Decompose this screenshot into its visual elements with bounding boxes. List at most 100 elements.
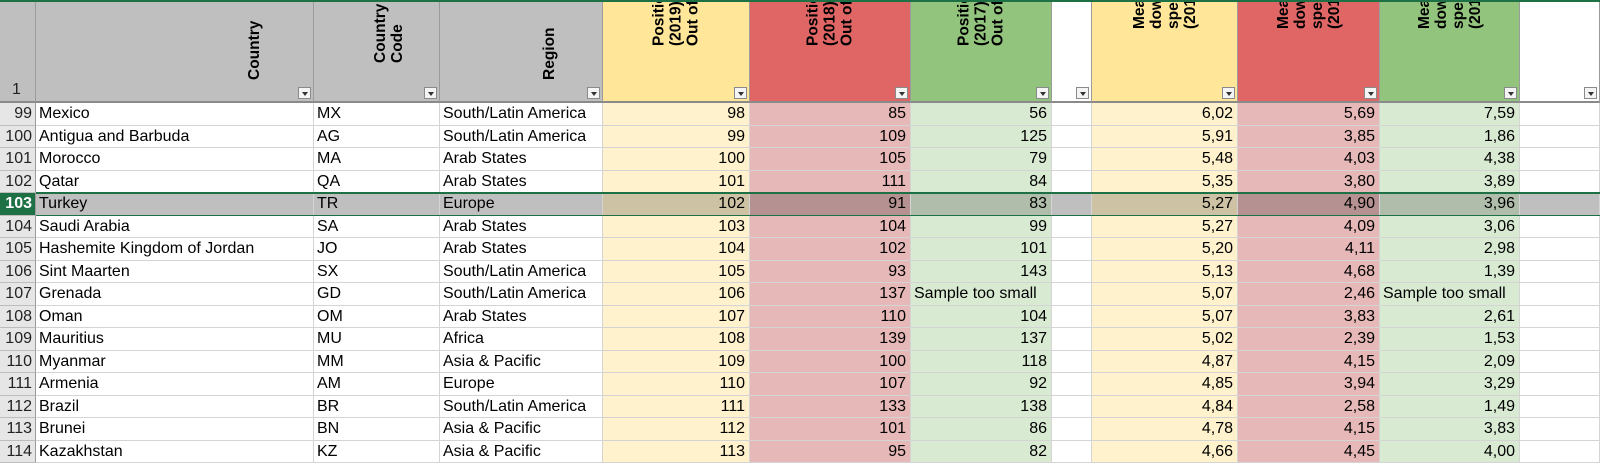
- cell-country[interactable]: Mauritius: [36, 328, 314, 351]
- cell-pos2018[interactable]: 105: [750, 148, 911, 171]
- filter-dropdown-icon[interactable]: [895, 87, 908, 99]
- cell-pos2018[interactable]: 133: [750, 395, 911, 418]
- cell-country[interactable]: Grenada: [36, 283, 314, 306]
- cell-pos2017[interactable]: 125: [911, 125, 1052, 148]
- column-header-pos2018[interactable]: Position (2018) – Out of 200: [750, 0, 911, 103]
- cell-spd2019[interactable]: 5,13: [1092, 260, 1238, 283]
- cell-blank[interactable]: [1052, 440, 1092, 463]
- cell-blank[interactable]: [1052, 395, 1092, 418]
- cell-pos2019[interactable]: 102: [603, 193, 750, 216]
- filter-dropdown-icon[interactable]: [1036, 87, 1049, 99]
- cell-pos2019[interactable]: 108: [603, 328, 750, 351]
- column-header-pos2017[interactable]: Position (2017) – Out of 189: [911, 0, 1052, 103]
- cell-spd2018[interactable]: 3,80: [1238, 170, 1380, 193]
- cell-code[interactable]: BR: [314, 395, 440, 418]
- cell-extra[interactable]: [1520, 395, 1600, 418]
- cell-spd2017[interactable]: 3,29: [1380, 373, 1520, 396]
- cell-country[interactable]: Armenia: [36, 373, 314, 396]
- cell-pos2019[interactable]: 110: [603, 373, 750, 396]
- cell-pos2018[interactable]: 110: [750, 305, 911, 328]
- cell-pos2017[interactable]: 138: [911, 395, 1052, 418]
- cell-spd2018[interactable]: 4,03: [1238, 148, 1380, 171]
- cell-spd2019[interactable]: 5,07: [1092, 305, 1238, 328]
- cell-region[interactable]: South/Latin America: [440, 283, 603, 306]
- cell-pos2017[interactable]: 143: [911, 260, 1052, 283]
- cell-spd2018[interactable]: 4,11: [1238, 238, 1380, 261]
- cell-code[interactable]: QA: [314, 170, 440, 193]
- row-number[interactable]: 112: [0, 395, 36, 418]
- cell-extra[interactable]: [1520, 148, 1600, 171]
- cell-spd2019[interactable]: 5,48: [1092, 148, 1238, 171]
- row-number[interactable]: 114: [0, 440, 36, 463]
- filter-dropdown-icon[interactable]: [1222, 87, 1235, 99]
- column-header-region[interactable]: Region: [440, 0, 603, 103]
- cell-extra[interactable]: [1520, 328, 1600, 351]
- cell-extra[interactable]: [1520, 260, 1600, 283]
- cell-pos2017[interactable]: 86: [911, 418, 1052, 441]
- row-number[interactable]: 102: [0, 170, 36, 193]
- cell-spd2019[interactable]: 5,35: [1092, 170, 1238, 193]
- cell-spd2018[interactable]: 3,83: [1238, 305, 1380, 328]
- cell-blank[interactable]: [1052, 328, 1092, 351]
- cell-spd2019[interactable]: 5,02: [1092, 328, 1238, 351]
- cell-spd2019[interactable]: 4,78: [1092, 418, 1238, 441]
- column-header-spd2018[interactable]: Mean download speed (2018): [1238, 0, 1380, 103]
- cell-blank[interactable]: [1052, 373, 1092, 396]
- cell-spd2019[interactable]: 5,27: [1092, 193, 1238, 216]
- cell-region[interactable]: South/Latin America: [440, 125, 603, 148]
- cell-spd2019[interactable]: 4,84: [1092, 395, 1238, 418]
- cell-pos2019[interactable]: 109: [603, 350, 750, 373]
- cell-extra[interactable]: [1520, 103, 1600, 126]
- cell-country[interactable]: Brunei: [36, 418, 314, 441]
- cell-pos2017[interactable]: 56: [911, 103, 1052, 126]
- cell-region[interactable]: Africa: [440, 328, 603, 351]
- cell-region[interactable]: Arab States: [440, 170, 603, 193]
- cell-region[interactable]: Arab States: [440, 148, 603, 171]
- cell-blank[interactable]: [1052, 148, 1092, 171]
- cell-pos2019[interactable]: 112: [603, 418, 750, 441]
- cell-spd2018[interactable]: 2,46: [1238, 283, 1380, 306]
- row-number[interactable]: 106: [0, 260, 36, 283]
- cell-extra[interactable]: [1520, 350, 1600, 373]
- cell-spd2019[interactable]: 5,20: [1092, 238, 1238, 261]
- cell-pos2017[interactable]: 104: [911, 305, 1052, 328]
- row-number[interactable]: 109: [0, 328, 36, 351]
- cell-spd2018[interactable]: 4,68: [1238, 260, 1380, 283]
- cell-region[interactable]: South/Latin America: [440, 395, 603, 418]
- cell-code[interactable]: TR: [314, 193, 440, 216]
- filter-dropdown-icon[interactable]: [1076, 87, 1089, 99]
- cell-pos2018[interactable]: 101: [750, 418, 911, 441]
- row-number[interactable]: 107: [0, 283, 36, 306]
- cell-spd2019[interactable]: 5,91: [1092, 125, 1238, 148]
- cell-region[interactable]: Europe: [440, 193, 603, 216]
- cell-blank[interactable]: [1052, 193, 1092, 216]
- cell-country[interactable]: Mexico: [36, 103, 314, 126]
- cell-extra[interactable]: [1520, 283, 1600, 306]
- cell-region[interactable]: South/Latin America: [440, 260, 603, 283]
- row-number[interactable]: 101: [0, 148, 36, 171]
- cell-country[interactable]: Myanmar: [36, 350, 314, 373]
- cell-spd2017[interactable]: 3,83: [1380, 418, 1520, 441]
- row-number[interactable]: 111: [0, 373, 36, 396]
- cell-country[interactable]: Kazakhstan: [36, 440, 314, 463]
- cell-pos2017[interactable]: 101: [911, 238, 1052, 261]
- filter-dropdown-icon[interactable]: [734, 87, 747, 99]
- cell-spd2017[interactable]: Sample too small: [1380, 283, 1520, 306]
- header-row-number[interactable]: 1: [0, 0, 36, 103]
- cell-pos2018[interactable]: 91: [750, 193, 911, 216]
- cell-extra[interactable]: [1520, 125, 1600, 148]
- row-number[interactable]: 105: [0, 238, 36, 261]
- cell-region[interactable]: Arab States: [440, 305, 603, 328]
- cell-pos2018[interactable]: 137: [750, 283, 911, 306]
- cell-code[interactable]: SA: [314, 215, 440, 238]
- cell-spd2017[interactable]: 1,49: [1380, 395, 1520, 418]
- cell-pos2017[interactable]: Sample too small: [911, 283, 1052, 306]
- cell-code[interactable]: KZ: [314, 440, 440, 463]
- cell-pos2017[interactable]: 84: [911, 170, 1052, 193]
- cell-spd2018[interactable]: 4,45: [1238, 440, 1380, 463]
- cell-pos2018[interactable]: 95: [750, 440, 911, 463]
- cell-pos2018[interactable]: 102: [750, 238, 911, 261]
- row-number[interactable]: 103: [0, 193, 36, 216]
- cell-code[interactable]: JO: [314, 238, 440, 261]
- cell-pos2019[interactable]: 113: [603, 440, 750, 463]
